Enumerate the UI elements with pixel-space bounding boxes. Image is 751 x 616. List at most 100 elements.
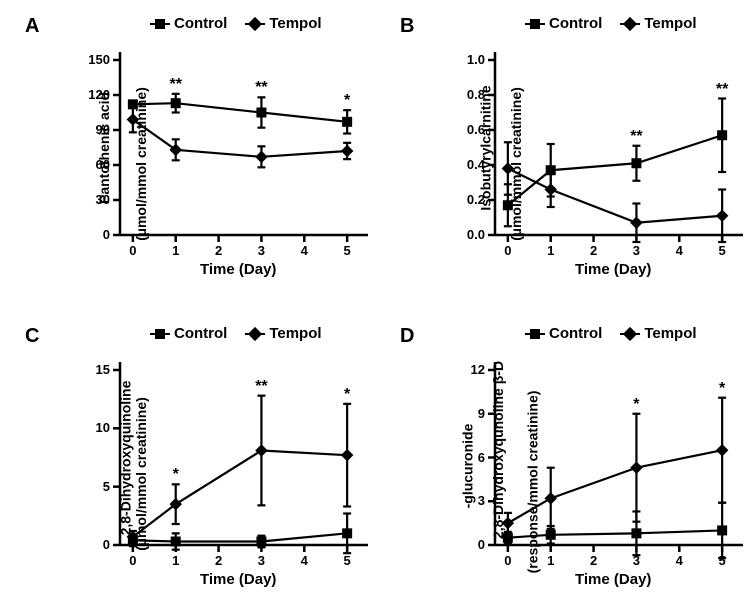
x-tick-label: 3 xyxy=(251,243,271,258)
x-tick-label: 0 xyxy=(123,553,143,568)
y-axis-label-1: 2,8-Dihydroxyqunoline β-D xyxy=(490,360,506,538)
legend-tempol-label: Tempol xyxy=(644,325,696,342)
series-line xyxy=(508,169,722,223)
marker-square xyxy=(717,130,727,140)
y-tick-label: 10 xyxy=(70,420,110,435)
legend-tempol-label: Tempol xyxy=(269,325,321,342)
x-tick-label: 3 xyxy=(626,243,646,258)
legend-control-label: Control xyxy=(549,15,602,32)
marker-square xyxy=(631,528,641,538)
y-tick-label: 0.0 xyxy=(445,227,485,242)
significance-marker: * xyxy=(164,466,188,484)
x-tick-label: 5 xyxy=(337,243,357,258)
marker-diamond xyxy=(255,444,268,457)
legend-diamond-icon xyxy=(623,326,637,340)
significance-marker: ** xyxy=(710,81,734,99)
legend-marker-square xyxy=(525,329,545,339)
y-axis-label-2: (µmol/mmol creatinine) xyxy=(133,87,149,241)
panel-A: AControlTempol0306090120150012345Pantoth… xyxy=(20,10,375,300)
x-tick-label: 5 xyxy=(712,243,732,258)
x-tick-label: 3 xyxy=(626,553,646,568)
x-tick-label: 1 xyxy=(541,243,561,258)
legend-marker-square xyxy=(150,329,170,339)
legend-control-label: Control xyxy=(174,15,227,32)
series-line xyxy=(133,120,347,157)
marker-diamond xyxy=(716,210,729,223)
x-tick-label: 4 xyxy=(294,553,314,568)
y-tick-label: 5 xyxy=(70,479,110,494)
y-tick-label: 0 xyxy=(70,537,110,552)
marker-square xyxy=(546,530,556,540)
legend-control-label: Control xyxy=(174,325,227,342)
panel-D: DControlTempol0369120123452,8-Dihydroxyq… xyxy=(395,320,750,610)
series-line xyxy=(133,103,347,122)
y-tick-label: 150 xyxy=(70,52,110,67)
x-axis-label: Time (Day) xyxy=(575,261,651,278)
x-tick-label: 2 xyxy=(209,553,229,568)
legend-marker-square xyxy=(525,19,545,29)
x-tick-label: 4 xyxy=(294,243,314,258)
legend-control: Control xyxy=(150,15,227,32)
legend-tempol-label: Tempol xyxy=(269,15,321,32)
panel-label-A: A xyxy=(25,15,39,38)
significance-marker: ** xyxy=(249,79,273,97)
y-tick-label: 1.0 xyxy=(445,52,485,67)
legend: Control Tempol xyxy=(150,325,322,342)
legend-tempol: Tempol xyxy=(620,325,696,342)
x-axis-label: Time (Day) xyxy=(200,261,276,278)
marker-square xyxy=(342,528,352,538)
y-axis-label-1: Isobutyrylcarnitine xyxy=(478,85,494,210)
marker-diamond xyxy=(341,145,354,158)
marker-diamond xyxy=(630,461,643,474)
x-tick-label: 0 xyxy=(498,243,518,258)
legend-control: Control xyxy=(150,325,227,342)
x-tick-label: 1 xyxy=(166,243,186,258)
series-line xyxy=(133,533,347,541)
x-tick-label: 3 xyxy=(251,553,271,568)
legend-diamond-icon xyxy=(623,16,637,30)
y-axis-label-2: -glucuronide xyxy=(459,423,475,508)
legend: ControlTempol xyxy=(525,15,697,32)
panel-label-B: B xyxy=(400,15,414,38)
series-line xyxy=(508,135,722,205)
x-tick-label: 1 xyxy=(166,553,186,568)
panel-label-D: D xyxy=(400,325,414,348)
significance-marker: * xyxy=(710,380,734,398)
x-tick-label: 5 xyxy=(712,553,732,568)
marker-square xyxy=(717,525,727,535)
y-tick-label: 12 xyxy=(445,362,485,377)
significance-marker: ** xyxy=(249,378,273,396)
marker-diamond xyxy=(544,492,557,505)
significance-marker: * xyxy=(624,396,648,414)
legend-diamond-icon xyxy=(248,326,262,340)
significance-marker: * xyxy=(335,92,359,110)
marker-square xyxy=(171,537,181,547)
y-tick-label: 0 xyxy=(445,537,485,552)
x-tick-label: 2 xyxy=(584,243,604,258)
y-tick-label: 0 xyxy=(70,227,110,242)
y-axis-label-1: 2,8-Dihydroxyquinoline xyxy=(117,380,133,535)
y-tick-label: 15 xyxy=(70,362,110,377)
x-tick-label: 0 xyxy=(498,553,518,568)
marker-diamond xyxy=(255,151,268,164)
x-tick-label: 1 xyxy=(541,553,561,568)
legend: ControlTempol xyxy=(525,325,697,342)
marker-diamond xyxy=(341,449,354,462)
legend-line xyxy=(525,23,545,25)
significance-marker: ** xyxy=(164,76,188,94)
x-axis-label: Time (Day) xyxy=(575,571,651,588)
x-tick-label: 0 xyxy=(123,243,143,258)
legend-marker-diamond xyxy=(620,329,640,339)
marker-square xyxy=(256,537,266,547)
x-axis-label: Time (Day) xyxy=(200,571,276,588)
legend-line xyxy=(150,23,170,25)
figure-container: AControlTempol0306090120150012345Pantoth… xyxy=(0,0,751,616)
legend: Control Tempol xyxy=(150,15,322,32)
legend-tempol: Tempol xyxy=(245,15,321,32)
marker-square xyxy=(256,108,266,118)
legend-marker-diamond xyxy=(245,329,265,339)
significance-marker: ** xyxy=(624,128,648,146)
marker-diamond xyxy=(630,217,643,230)
y-tick-label: 9 xyxy=(445,406,485,421)
y-axis-label-2: (µmol/mmol creatinine) xyxy=(508,87,524,241)
